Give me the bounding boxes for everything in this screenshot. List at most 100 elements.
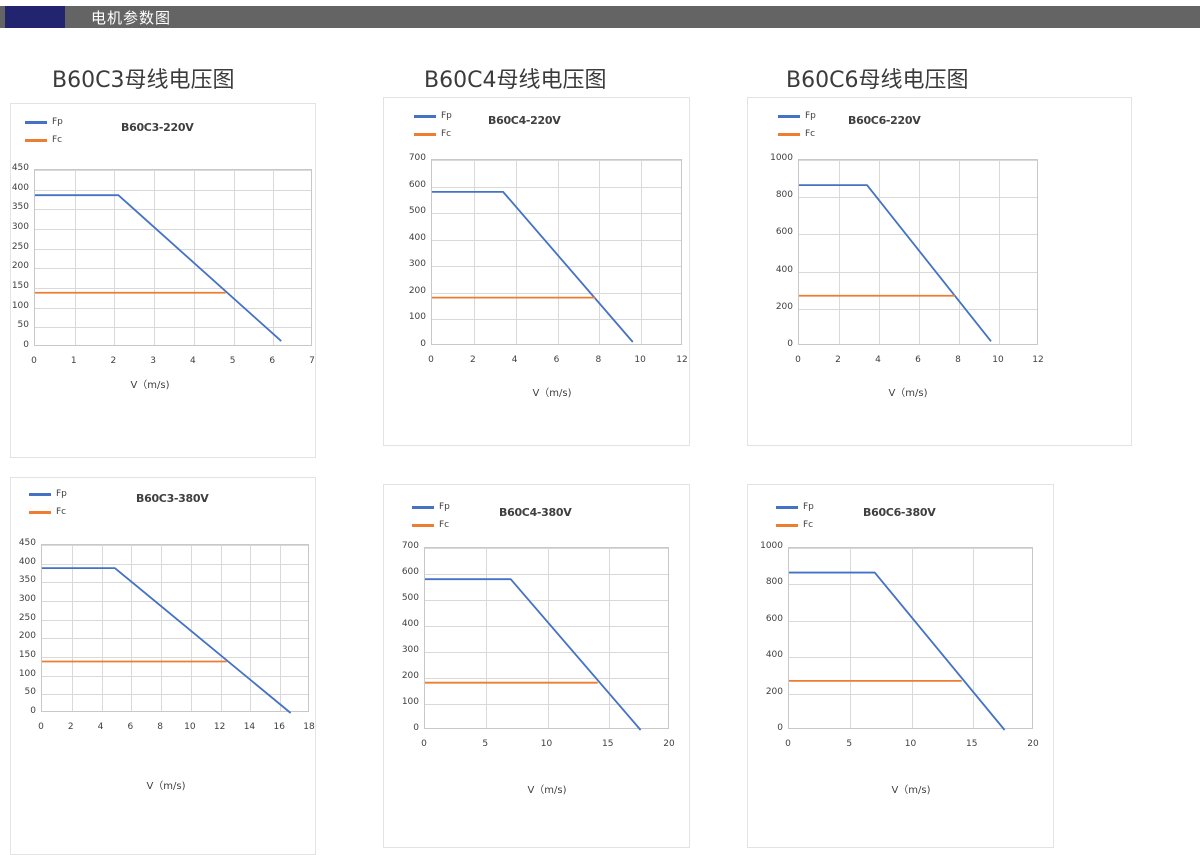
y-axis-tick-label: 0	[30, 706, 36, 716]
gridline-vertical	[233, 170, 235, 345]
chart-title-b60c4-380v: B60C4-380V	[499, 506, 572, 519]
gridline-horizontal	[425, 548, 668, 549]
y-axis-tick-label: 200	[408, 285, 426, 296]
legend-label: Fp	[803, 502, 814, 512]
series-line-fp	[35, 194, 282, 342]
gridline-horizontal	[799, 308, 1037, 310]
legend-swatch-fc-icon	[776, 524, 798, 527]
x-axis-tick-label: 15	[966, 739, 978, 749]
gridline-horizontal	[432, 239, 681, 241]
series-layer	[425, 578, 642, 731]
y-axis-tick-label: 1000	[770, 153, 793, 163]
legend-label: Fp	[439, 502, 450, 512]
x-axis-tick-label: 16	[273, 722, 285, 732]
legend-label: Fc	[52, 135, 63, 145]
legend-item-fp[interactable]: Fp	[412, 501, 450, 514]
legend-item-fc[interactable]: Fc	[414, 128, 452, 141]
series-line-fp	[799, 184, 992, 342]
y-axis-tick-label: 150	[18, 650, 36, 660]
gridline-vertical	[280, 545, 282, 711]
x-axis-tick-label: 12	[213, 722, 226, 732]
gridline-horizontal	[35, 268, 311, 270]
legend-item-fc[interactable]: Fc	[412, 519, 450, 532]
gridline-horizontal	[432, 186, 681, 188]
gridline-horizontal	[799, 271, 1037, 273]
legend-swatch-fp-icon	[414, 115, 436, 118]
chart-legend: Fp Fc	[776, 501, 814, 537]
legend-label: Fp	[56, 489, 67, 499]
gridline-vertical	[486, 548, 488, 728]
gridline-horizontal	[425, 678, 668, 679]
x-axis-tick-label: 8	[595, 355, 602, 365]
x-axis-tick-label: 18	[303, 722, 315, 732]
y-axis-tick-label: 100	[408, 312, 426, 323]
y-axis-tick-label: 500	[408, 206, 426, 217]
gridline-horizontal	[35, 229, 311, 230]
legend-swatch-fc-icon	[778, 133, 800, 136]
y-axis-tick-label: 100	[401, 697, 419, 707]
y-axis-tick-label: 0	[777, 723, 783, 733]
x-axis-tick-label: 0	[31, 356, 37, 366]
gridline-horizontal	[35, 209, 311, 211]
gridline-vertical	[161, 545, 163, 711]
y-axis-tick-label: 600	[401, 567, 419, 577]
gridline-vertical	[839, 160, 840, 344]
y-axis-tick-label: 400	[11, 182, 29, 193]
chart-title-b60c3-380v: B60C3-380V	[136, 492, 209, 505]
page-title: 电机参数图	[91, 8, 172, 27]
legend-item-fc[interactable]: Fc	[778, 128, 816, 141]
legend-label: Fp	[52, 117, 63, 127]
gridline-horizontal	[42, 582, 308, 584]
x-axis-label: V（m/s)	[527, 785, 567, 796]
legend-swatch-fp-icon	[29, 493, 51, 496]
gridline-horizontal	[799, 234, 1037, 236]
legend-label: Fp	[441, 111, 452, 121]
legend-item-fc[interactable]: Fc	[29, 506, 67, 519]
series-line-fp	[432, 190, 634, 343]
x-axis-tick-label: 10	[634, 355, 646, 365]
section-title-b60c4: B60C4母线电压图	[424, 68, 607, 93]
plot-area	[424, 547, 669, 731]
x-axis-tick-label: 0	[421, 739, 427, 749]
gridline-vertical	[911, 548, 913, 728]
legend-item-fp[interactable]: Fp	[29, 488, 67, 501]
x-axis-tick-label: 20	[663, 739, 675, 749]
gridline-horizontal	[35, 189, 311, 191]
legend-item-fp[interactable]: Fp	[414, 110, 452, 123]
gridline-horizontal	[789, 620, 1032, 622]
gridline-horizontal	[425, 574, 668, 575]
legend-item-fc[interactable]: Fc	[25, 134, 63, 147]
legend-item-fc[interactable]: Fc	[776, 519, 814, 532]
y-axis-tick-label: 700	[401, 541, 419, 551]
legend-item-fp[interactable]: Fp	[25, 116, 63, 129]
section-title-b60c3: B60C3母线电压图	[52, 68, 235, 93]
chart-title-b60c3-220v: B60C3-220V	[121, 121, 194, 134]
x-axis-tick-label: 7	[309, 356, 315, 366]
x-axis-tick-label: 2	[469, 355, 476, 365]
gridline-vertical	[641, 160, 643, 344]
x-axis-tick-label: 10	[992, 355, 1004, 365]
y-axis-tick-label: 200	[11, 261, 29, 272]
x-axis-tick-label: 6	[127, 722, 134, 732]
series-line-fp	[425, 578, 642, 731]
y-axis-tick-label: 450	[18, 538, 36, 548]
gridline-vertical	[999, 160, 1000, 344]
series-layer	[35, 194, 282, 342]
legend-item-fp[interactable]: Fp	[778, 110, 816, 123]
plot-area	[41, 544, 309, 714]
page-header-bar: 电机参数图	[0, 6, 1200, 28]
series-layer	[799, 184, 992, 342]
gridline-vertical	[515, 160, 517, 344]
x-axis-tick-label: 2	[67, 722, 74, 732]
y-axis-tick-label: 300	[408, 259, 426, 270]
legend-item-fp[interactable]: Fp	[776, 501, 814, 514]
x-axis-tick-label: 4	[97, 722, 104, 732]
gridline-vertical	[131, 545, 133, 711]
gridline-vertical	[473, 160, 475, 344]
x-axis-tick-label: 5	[846, 739, 853, 749]
y-axis-tick-label: 350	[18, 575, 36, 586]
plot-area	[798, 159, 1038, 345]
chart-legend: Fp Fc	[25, 116, 63, 152]
y-axis-tick-label: 50	[24, 687, 36, 698]
gridline-horizontal	[35, 288, 311, 289]
